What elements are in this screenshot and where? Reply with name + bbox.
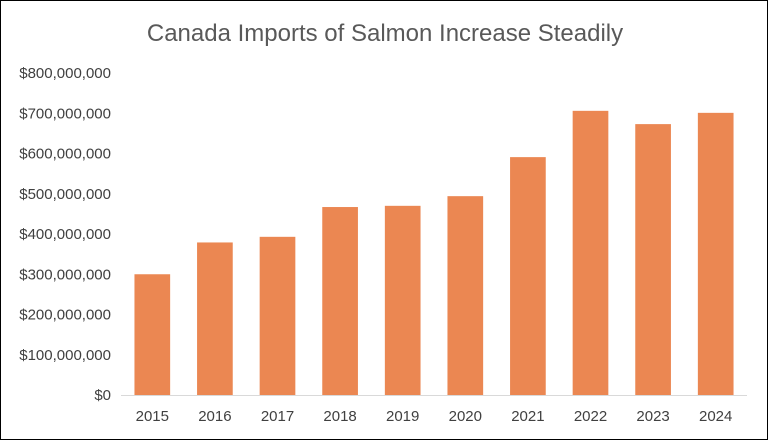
bar-2021 — [510, 157, 546, 395]
y-tick-label: $100,000,000 — [19, 347, 111, 364]
bars — [134, 110, 734, 396]
bar-2020 — [447, 196, 484, 395]
x-tick-label: 2020 — [449, 408, 482, 425]
y-tick-label: $700,000,000 — [19, 105, 111, 122]
y-tick-label: $0 — [94, 387, 111, 404]
x-tick-label: 2022 — [574, 408, 607, 425]
x-tick-label: 2018 — [323, 408, 356, 425]
y-tick-label: $300,000,000 — [19, 266, 111, 283]
x-tick-label: 2016 — [198, 408, 231, 425]
bar-2023 — [635, 124, 671, 396]
y-axis: $0 $100,000,000 $200,000,000 $300,000,000 $4… — [19, 65, 111, 404]
x-axis: 2015 2016 2017 2018 2019 2020 2021 2022 2023 2024 — [136, 408, 733, 425]
bar-2017 — [259, 236, 296, 395]
y-tick-label: $400,000,000 — [19, 226, 111, 243]
x-tick-label: 2023 — [636, 408, 669, 425]
x-tick-label: 2019 — [386, 408, 419, 425]
x-tick-label: 2024 — [699, 408, 732, 425]
bar-2022 — [572, 110, 609, 396]
x-tick-label: 2017 — [261, 408, 294, 425]
bar-2018 — [322, 207, 358, 395]
x-tick-label: 2021 — [511, 408, 544, 425]
bar-2019 — [384, 205, 421, 395]
y-tick-label: $500,000,000 — [19, 186, 111, 203]
x-tick-label: 2015 — [136, 408, 169, 425]
bar-2016 — [197, 242, 233, 395]
y-tick-label: $200,000,000 — [19, 307, 111, 324]
y-tick-label: $600,000,000 — [19, 146, 111, 163]
bar-2015 — [134, 274, 171, 395]
bar-2024 — [697, 112, 734, 395]
y-tick-label: $800,000,000 — [19, 65, 111, 82]
chart-title: Canada Imports of Salmon Increase Steadi… — [147, 20, 623, 47]
